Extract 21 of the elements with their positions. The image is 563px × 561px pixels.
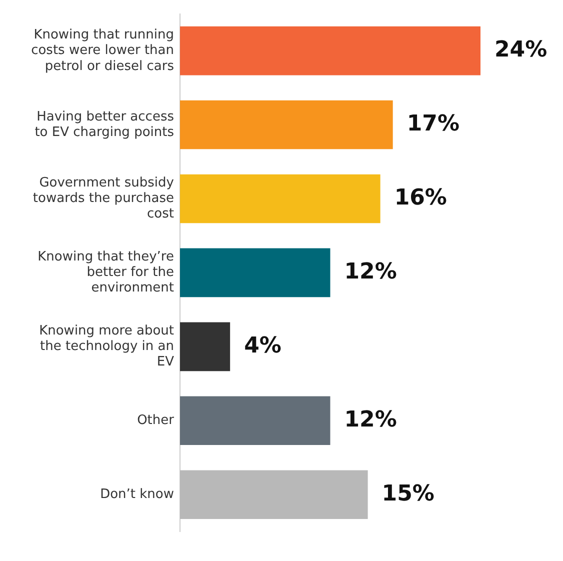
- bar: [180, 470, 368, 520]
- y-tick-label: Having better access to EV charging points: [34, 109, 174, 140]
- data-label: 17%: [406, 111, 460, 136]
- bar: [180, 100, 393, 150]
- data-label: 15%: [382, 481, 434, 506]
- data-label: 16%: [394, 185, 447, 210]
- data-label: 12%: [344, 407, 397, 432]
- y-tick-label: Knowing that they’re better for the environment: [38, 249, 174, 296]
- bar: [180, 248, 330, 298]
- bar: [180, 26, 480, 76]
- data-label: 12%: [344, 259, 397, 284]
- data-label: 24%: [494, 38, 548, 63]
- data-label: 4%: [244, 333, 282, 358]
- y-tick-label: Don’t know: [100, 486, 174, 502]
- bar: [180, 174, 380, 224]
- y-tick-label: Government subsidy towards the purchase cost: [32, 176, 174, 222]
- bar: [180, 322, 230, 372]
- y-tick-label: Knowing that running costs were lower than petrol or diesel cars: [31, 28, 174, 74]
- bar: [180, 396, 330, 446]
- y-tick-label: Knowing more about the technology in an EV: [39, 323, 174, 370]
- y-tick-label: Other: [137, 413, 175, 428]
